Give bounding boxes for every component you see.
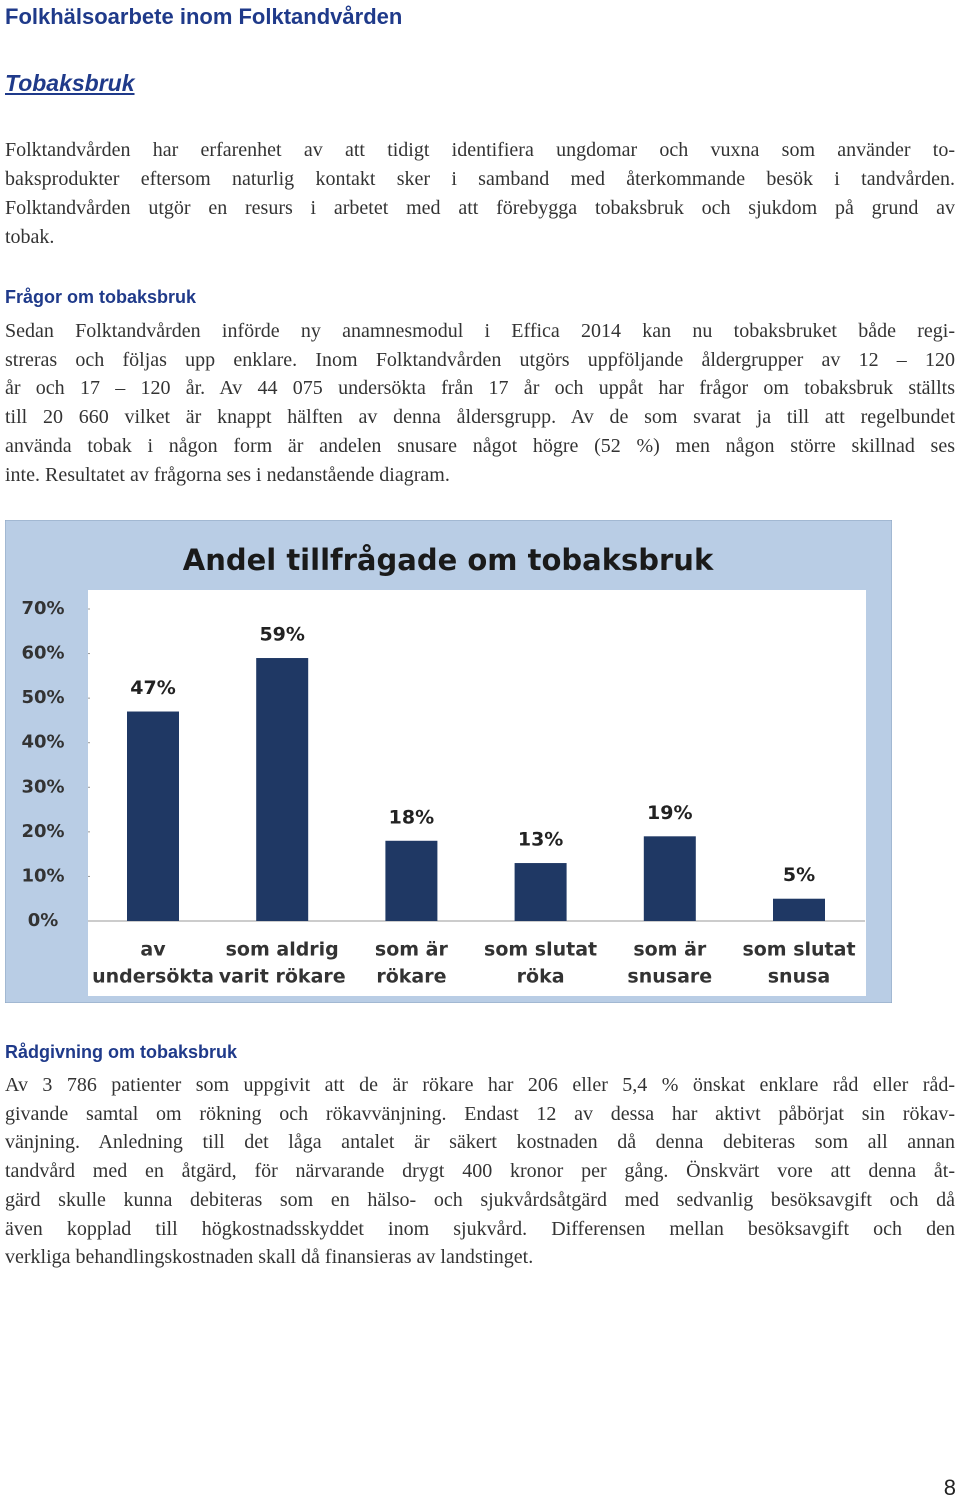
chart: Andel tillfrågade om tobaksbruk 0% 10% 20%…	[5, 520, 892, 1003]
subheading: Frågor om tobaksbruk	[5, 287, 197, 307]
y-tick-label: 10%	[21, 865, 64, 886]
text-line: tandvård med en åtgärd, för närvarande d…	[5, 1160, 955, 1183]
y-tick-label: 40%	[21, 732, 64, 753]
x-tick-label: som slutat	[742, 939, 855, 961]
y-tick-label: 30%	[21, 776, 64, 797]
x-tick-label: som är	[375, 939, 449, 961]
x-tick-label: röka	[517, 966, 565, 988]
text-line: till 20 660 vilket är knappt hälften av …	[5, 406, 955, 429]
chart-title: Andel tillfrågade om tobaksbruk	[183, 543, 714, 577]
page-title: Folkhälsoarbete inom Folktandvården	[5, 4, 403, 29]
bar	[773, 898, 825, 921]
text-line: Folktandvården utgör en resurs i arbetet…	[5, 197, 955, 219]
text-line: gärd skulle kunna debiteras som en hälso…	[5, 1188, 955, 1211]
subheading: Rådgivning om tobaksbruk	[5, 1042, 238, 1062]
x-tick-label: av	[140, 939, 166, 961]
value-label: 19%	[647, 802, 692, 824]
y-tick-label: 0%	[28, 910, 59, 931]
value-label: 47%	[130, 677, 175, 699]
x-tick-label: som är	[633, 939, 707, 961]
text-line: baksprodukter eftersom naturlig kontakt …	[5, 168, 955, 190]
value-label: 18%	[389, 806, 434, 828]
y-tick-label: 60%	[21, 643, 64, 664]
text-line: vänjning. Anledning till det låga antale…	[5, 1131, 955, 1154]
text-line: Av 3 786 patienter som uppgivit att de ä…	[5, 1074, 955, 1096]
text-line: Sedan Folktandvården införde ny anamnesm…	[5, 320, 955, 342]
text-line: år och 17 – 120 år. Av 44 075 undersökta…	[5, 377, 955, 400]
text-line: inte. Resultatet av frågorna ses i nedan…	[5, 463, 450, 486]
x-tick-label: varit rökare	[219, 966, 346, 988]
text-line: även kopplad till högkostnadsskyddet ino…	[5, 1217, 955, 1240]
section-title: Tobaksbruk	[5, 70, 135, 96]
x-tick-label: snusa	[768, 966, 831, 988]
bar	[385, 840, 438, 921]
x-tick-label: som slutat	[484, 939, 597, 961]
x-tick-label: snusare	[627, 966, 712, 988]
page-number: 8	[943, 1475, 956, 1500]
text-line: Folktandvården har erfarenhet av att tid…	[5, 139, 955, 161]
x-tick-label: undersökta	[92, 966, 214, 988]
text-line: verkliga behandlingskostnaden skall då f…	[5, 1246, 534, 1269]
bar	[256, 658, 309, 921]
text-line: använda tobak i någon form är andelen sn…	[5, 434, 955, 457]
value-label: 5%	[783, 864, 815, 886]
bar	[514, 863, 567, 921]
text-line: streras och följas upp enklare. Inom Fol…	[5, 348, 955, 371]
x-tick-label: rökare	[376, 966, 446, 988]
plot-area	[88, 590, 866, 996]
text-line: givande samtal om rökning och rökavvänjn…	[5, 1102, 955, 1125]
value-label: 13%	[518, 829, 563, 851]
x-tick-label: som aldrig	[226, 939, 339, 961]
bar	[127, 711, 179, 921]
y-tick-label: 20%	[21, 821, 64, 842]
y-tick-label: 50%	[21, 687, 64, 708]
value-label: 59%	[259, 624, 304, 646]
y-tick-label: 70%	[21, 598, 64, 619]
text-line: tobak.	[5, 226, 55, 248]
bar	[643, 836, 696, 921]
